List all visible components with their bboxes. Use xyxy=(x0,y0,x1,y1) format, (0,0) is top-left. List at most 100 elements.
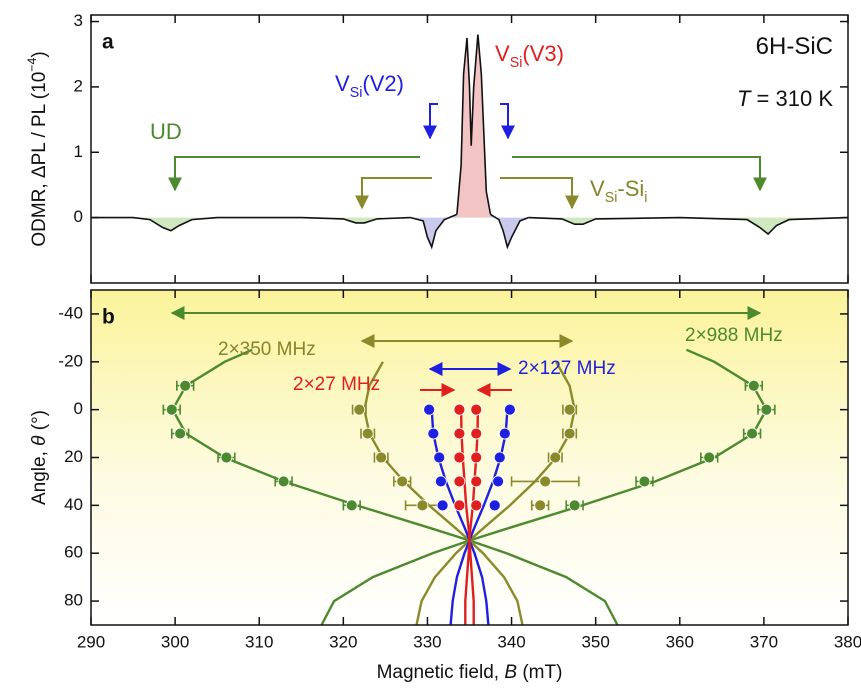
annotation: 2×27 MHz xyxy=(293,374,380,395)
data-point xyxy=(427,427,440,440)
x-tick-label: 350 xyxy=(581,632,609,651)
data-point xyxy=(453,451,466,464)
spectrum-line xyxy=(91,216,411,232)
data-point xyxy=(568,499,581,512)
x-tick-label: 320 xyxy=(329,632,357,651)
data-point xyxy=(498,427,511,440)
arrow xyxy=(500,103,515,140)
y-tick-label: 80 xyxy=(64,591,83,610)
text-part: 2×27 MHz xyxy=(293,374,380,395)
y-tick-label: 0 xyxy=(74,207,83,226)
text-part: V xyxy=(335,71,350,96)
data-point xyxy=(165,403,178,416)
spectrum-line xyxy=(410,213,458,250)
x-axis-title: Magnetic field, B (mT) xyxy=(377,662,563,683)
data-point xyxy=(534,499,547,512)
data-point xyxy=(492,475,504,488)
data-point xyxy=(563,427,576,440)
data-point xyxy=(760,403,773,416)
data-point xyxy=(470,427,483,440)
text-part: V xyxy=(590,176,605,201)
text-part: (mT) xyxy=(517,662,562,683)
panel-label: a xyxy=(102,31,114,54)
data-point xyxy=(549,451,562,464)
y-tick-label: 40 xyxy=(64,495,83,514)
data-point xyxy=(638,475,651,488)
spectrum-fill xyxy=(410,214,457,247)
data-point xyxy=(416,499,429,512)
text-part: Si xyxy=(605,190,618,206)
data-point xyxy=(470,451,483,464)
plot-frame xyxy=(90,289,849,626)
annotation: VSi-Sii xyxy=(590,176,647,206)
text-part: -Si xyxy=(617,176,644,201)
data-point xyxy=(470,499,483,512)
y-tick-label: -20 xyxy=(58,351,83,370)
panel-a-arrows xyxy=(168,103,767,210)
data-point xyxy=(423,403,436,416)
annotation: VSi(V3) xyxy=(495,41,564,71)
text-part: (V3) xyxy=(522,41,564,66)
text-part: UD xyxy=(150,119,182,144)
data-point xyxy=(563,403,576,416)
arrow xyxy=(500,177,579,210)
spectrum-line xyxy=(490,213,529,250)
y-tick-label: 20 xyxy=(64,447,83,466)
data-point xyxy=(453,403,466,416)
annotation: 2×988 MHz xyxy=(685,325,783,346)
text-part: (°) xyxy=(29,410,50,436)
text-part: −4 xyxy=(25,58,39,72)
text-part: 2×350 MHz xyxy=(218,339,316,360)
data-point xyxy=(179,379,192,392)
spectrum-fill xyxy=(456,34,491,218)
x-tick-label: 370 xyxy=(750,632,778,651)
text-part: ODMR, ΔPL / PL (10 xyxy=(29,72,50,247)
text-part: 2×127 MHz xyxy=(518,358,616,379)
annotation: UD xyxy=(150,119,182,144)
data-point xyxy=(453,475,466,488)
data-point xyxy=(361,427,374,440)
x-tick-label: 300 xyxy=(161,632,189,651)
theory-curve xyxy=(430,409,490,626)
text-part: Si xyxy=(350,85,363,101)
panel-b-arrows xyxy=(170,306,762,397)
data-point xyxy=(353,403,366,416)
spectrum-line xyxy=(456,34,492,215)
theory-curve xyxy=(464,409,480,625)
y-tick-label: 60 xyxy=(64,543,83,562)
y-tick-label: -40 xyxy=(58,303,83,322)
text-part: (V2) xyxy=(362,71,404,96)
data-point xyxy=(345,499,358,512)
text-part: B xyxy=(504,662,517,683)
panel-label: b xyxy=(102,306,115,329)
y-tick-label: 3 xyxy=(74,11,83,30)
data-point xyxy=(174,427,187,440)
y-tick-label: 0 xyxy=(74,399,83,418)
text-part: Magnetic field, xyxy=(377,662,505,683)
data-point xyxy=(375,451,388,464)
text-part: Angle, xyxy=(29,446,50,505)
data-point xyxy=(746,427,759,440)
data-point xyxy=(396,475,409,488)
annotation: 2×127 MHz xyxy=(518,358,616,379)
data-point xyxy=(703,451,716,464)
text-part: T xyxy=(737,86,752,111)
x-tick-label: 310 xyxy=(245,632,273,651)
data-point xyxy=(539,475,552,488)
text-part: Si xyxy=(510,55,523,71)
x-tick-label: 380 xyxy=(834,632,861,651)
text-part: 6H-SiC xyxy=(756,33,833,60)
arrow xyxy=(512,156,767,192)
annotation: 6H-SiC xyxy=(756,33,833,60)
data-point xyxy=(277,475,290,488)
spectrum-fill xyxy=(528,217,848,234)
arrow xyxy=(168,156,420,192)
data-point xyxy=(220,451,233,464)
data-point xyxy=(433,451,446,464)
data-point xyxy=(470,403,483,416)
text-part: 2×988 MHz xyxy=(685,325,783,346)
text-part: V xyxy=(495,41,510,66)
data-point xyxy=(493,451,506,464)
text-part: θ xyxy=(29,435,50,446)
